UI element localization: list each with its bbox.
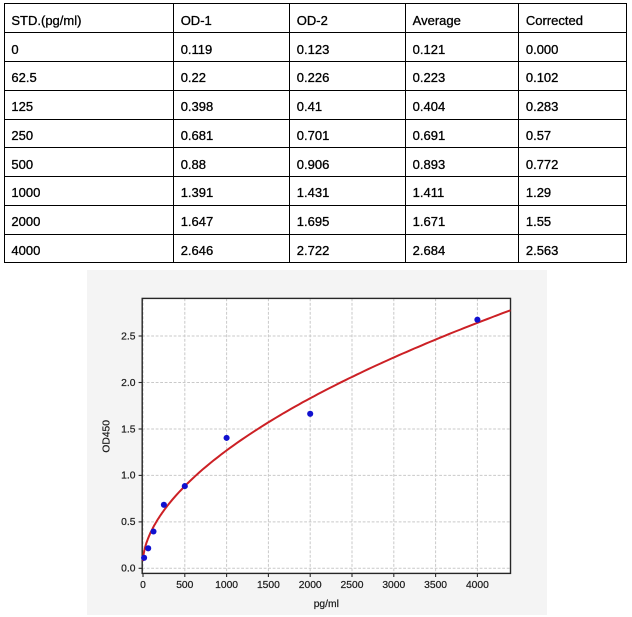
svg-text:1.0: 1.0 bbox=[121, 471, 136, 482]
svg-text:1000: 1000 bbox=[215, 580, 238, 591]
svg-text:pg/ml: pg/ml bbox=[314, 599, 339, 610]
svg-text:2000: 2000 bbox=[299, 580, 322, 591]
svg-text:0.0: 0.0 bbox=[121, 564, 136, 575]
svg-text:1.5: 1.5 bbox=[121, 424, 136, 435]
svg-text:3500: 3500 bbox=[424, 580, 447, 591]
svg-text:0.5: 0.5 bbox=[121, 517, 136, 528]
svg-text:2.5: 2.5 bbox=[121, 331, 136, 342]
svg-text:1500: 1500 bbox=[257, 580, 280, 591]
svg-text:4000: 4000 bbox=[466, 580, 489, 591]
svg-text:0: 0 bbox=[140, 580, 146, 591]
svg-text:2.0: 2.0 bbox=[121, 378, 136, 389]
svg-text:2500: 2500 bbox=[341, 580, 364, 591]
svg-text:OD450: OD450 bbox=[101, 420, 112, 453]
svg-text:3000: 3000 bbox=[382, 580, 405, 591]
svg-text:500: 500 bbox=[176, 580, 193, 591]
